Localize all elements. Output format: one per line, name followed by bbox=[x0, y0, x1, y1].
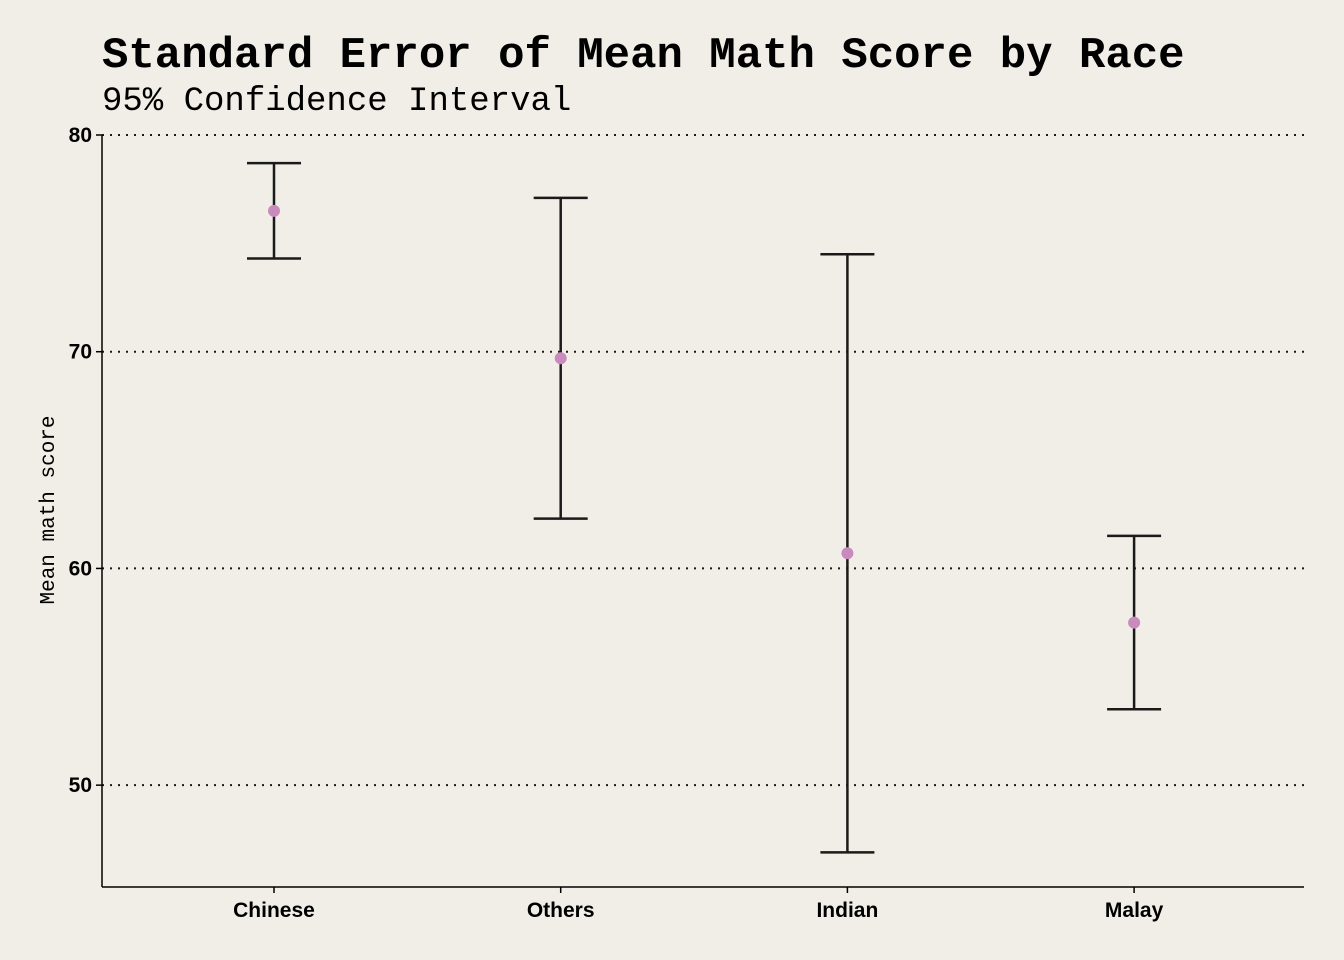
mean-point bbox=[841, 547, 854, 560]
x-tick-label: Chinese bbox=[233, 899, 315, 922]
error-bars bbox=[247, 161, 1162, 854]
mean-point bbox=[554, 352, 567, 365]
y-tick-label: 50 bbox=[69, 774, 92, 797]
gridlines bbox=[102, 134, 1304, 787]
mean-point bbox=[268, 204, 280, 217]
x-tick-label: Indian bbox=[816, 899, 878, 922]
chart-subtitle: 95% Confidence Interval bbox=[102, 83, 571, 121]
x-tick-label: Malay bbox=[1105, 899, 1164, 922]
mean-points bbox=[268, 204, 1141, 629]
y-tick-label: 80 bbox=[69, 124, 92, 147]
axes: 50 60 70 80 Chinese Others Indian Malay bbox=[69, 124, 1304, 922]
y-axis-label: Mean math score bbox=[38, 415, 61, 604]
y-tick-label: 70 bbox=[69, 341, 92, 364]
mean-point bbox=[1128, 616, 1141, 629]
x-tick-label: Others bbox=[527, 899, 595, 922]
chart-title: Standard Error of Mean Math Score by Rac… bbox=[102, 31, 1185, 81]
y-tick-label: 60 bbox=[69, 557, 92, 580]
